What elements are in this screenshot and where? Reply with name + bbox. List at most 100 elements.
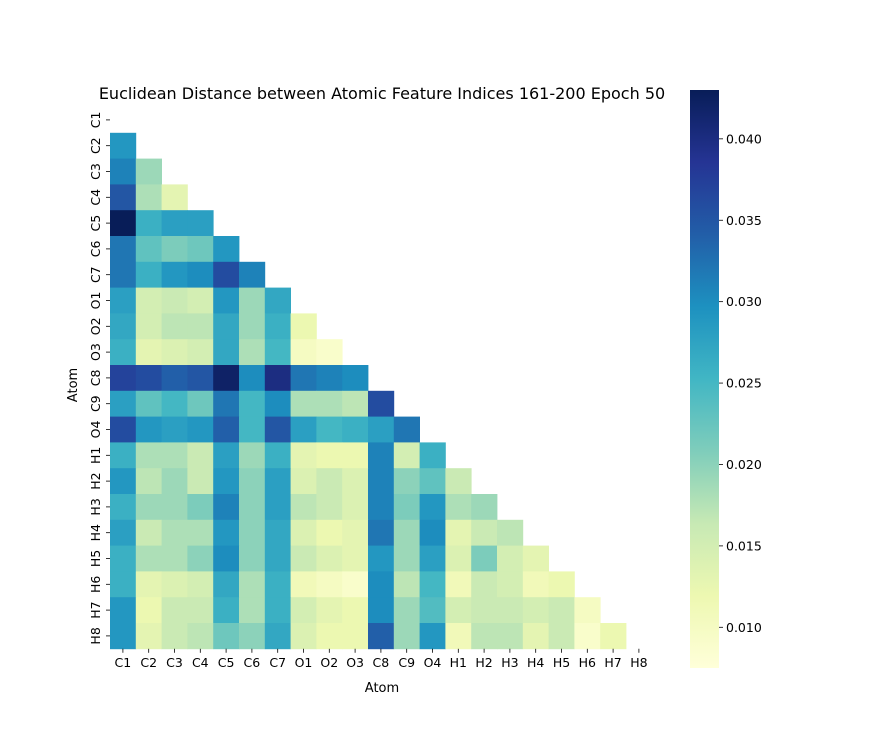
- heatmap-cell-O4-C9: [393, 416, 420, 443]
- heatmap-cell-C6-C1: [110, 236, 137, 263]
- heatmap-cell-H7-C6: [239, 597, 266, 624]
- heatmap-cell-H6-C2: [135, 571, 162, 598]
- heatmap-cell-H2-C1: [110, 468, 137, 495]
- heatmap-cell-H5-H3: [497, 545, 524, 572]
- colorbar-tick-label: 0.040: [726, 131, 762, 146]
- heatmap-cell-C9-C7: [264, 390, 291, 417]
- heatmap-cell-H3-O1: [290, 494, 317, 521]
- heatmap-cell-H7-H3: [497, 597, 524, 624]
- heatmap-cell-C8-O1: [290, 365, 317, 392]
- heatmap-cell-H6-C3: [161, 571, 188, 598]
- heatmap-cell-H4-H2: [471, 519, 498, 546]
- heatmap-cell-C8-C1: [110, 365, 137, 392]
- heatmap-cell-C7-C6: [239, 261, 266, 288]
- x-tick-label-O1: O1: [295, 655, 313, 670]
- heatmap-cell-H6-C5: [213, 571, 240, 598]
- heatmap-cell-H8-H1: [445, 623, 472, 650]
- y-tick-label-H7: H7: [88, 601, 103, 618]
- heatmap-cell-H5-C6: [239, 545, 266, 572]
- heatmap-cell-H4-O1: [290, 519, 317, 546]
- chart-title: Euclidean Distance between Atomic Featur…: [99, 84, 665, 103]
- x-tick-label-C6: C6: [244, 655, 261, 670]
- heatmap-cell-H8-O2: [316, 623, 343, 650]
- heatmap-cell-C6-C2: [135, 236, 162, 263]
- heatmap-cell-H5-O4: [419, 545, 446, 572]
- heatmap-cell-H2-C7: [264, 468, 291, 495]
- y-tick-label-C3: C3: [88, 163, 103, 180]
- heatmap-cell-C9-C2: [135, 390, 162, 417]
- heatmap-cell-H8-C6: [239, 623, 266, 650]
- heatmap-cell-H5-C1: [110, 545, 137, 572]
- heatmap-cell-H8-H4: [522, 623, 549, 650]
- heatmap-cell-H4-C5: [213, 519, 240, 546]
- heatmap-cell-H3-C7: [264, 494, 291, 521]
- heatmap-cell-H2-C2: [135, 468, 162, 495]
- x-tick-label-H3: H3: [501, 655, 518, 670]
- heatmap-cell-C5-C3: [161, 210, 188, 237]
- heatmap-cell-C8-C2: [135, 365, 162, 392]
- heatmap-cell-O4-C2: [135, 416, 162, 443]
- y-tick-label-C5: C5: [88, 215, 103, 232]
- x-tick-label-C8: C8: [373, 655, 390, 670]
- x-tick-label-H1: H1: [450, 655, 467, 670]
- heatmap-cell-H4-C4: [187, 519, 214, 546]
- y-tick-labels: C1 C2 C3 C4 C5 C6 C7 O1 O2 O3 C8 C9 O4 H1 H2 H3 H4 H5 H6 H7…: [88, 112, 110, 645]
- heatmap-cell-O2-C7: [264, 313, 291, 340]
- heatmap-cell-H8-C8: [368, 623, 395, 650]
- heatmap-cell-O1-C7: [264, 287, 291, 314]
- heatmap-cell-H8-C4: [187, 623, 214, 650]
- heatmap-cell-H7-C8: [368, 597, 395, 624]
- heatmap-cell-H5-C8: [368, 545, 395, 572]
- heatmap-cell-H5-O3: [342, 545, 369, 572]
- heatmap-cell-H7-C7: [264, 597, 291, 624]
- heatmap-cell-H4-C2: [135, 519, 162, 546]
- heatmap-cell-H6-H5: [548, 571, 575, 598]
- heatmap-cell-C3-C1: [110, 158, 137, 185]
- heatmap-cell-H6-C8: [368, 571, 395, 598]
- x-tick-label-C1: C1: [115, 655, 132, 670]
- heatmap-cell-O3-O1: [290, 339, 317, 366]
- heatmap-cell-H2-O2: [316, 468, 343, 495]
- heatmap-cell-H4-C7: [264, 519, 291, 546]
- heatmap-cell-H1-O2: [316, 442, 343, 469]
- heatmap-cell-C8-C5: [213, 365, 240, 392]
- heatmap-cell-H1-C8: [368, 442, 395, 469]
- heatmap-cell-H8-C1: [110, 623, 137, 650]
- heatmap-cell-H8-O3: [342, 623, 369, 650]
- heatmap-cell-H8-H7: [600, 623, 627, 650]
- y-tick-label-C2: C2: [88, 137, 103, 154]
- heatmap-cell-C7-C5: [213, 261, 240, 288]
- heatmap-cell-H2-C8: [368, 468, 395, 495]
- heatmap-cell-O2-O1: [290, 313, 317, 340]
- y-tick-label-H8: H8: [88, 627, 103, 644]
- heatmap-cell-O1-C3: [161, 287, 188, 314]
- heatmap-cell-H3-C9: [393, 494, 420, 521]
- heatmap-cell-H1-C2: [135, 442, 162, 469]
- heatmap-cell-H1-O3: [342, 442, 369, 469]
- heatmap-cell-H8-O1: [290, 623, 317, 650]
- heatmap-cell-O2-C6: [239, 313, 266, 340]
- heatmap-cell-O4-C5: [213, 416, 240, 443]
- heatmap-cell-C7-C3: [161, 261, 188, 288]
- heatmap-cell-H8-C3: [161, 623, 188, 650]
- heatmap-cell-H3-C8: [368, 494, 395, 521]
- colorbar-tick-label: 0.035: [726, 213, 762, 228]
- heatmap-cell-H8-C9: [393, 623, 420, 650]
- heatmap-cell-H1-C3: [161, 442, 188, 469]
- heatmap-cell-H7-C3: [161, 597, 188, 624]
- heatmap-cell-H3-C1: [110, 494, 137, 521]
- heatmap-cell-H4-C8: [368, 519, 395, 546]
- heatmap-cell-C9-O2: [316, 390, 343, 417]
- heatmap-cell-H5-C5: [213, 545, 240, 572]
- heatmap-cell-C9-C5: [213, 390, 240, 417]
- heatmap-cell-C9-O3: [342, 390, 369, 417]
- heatmap-cell-O4-O1: [290, 416, 317, 443]
- heatmap-cell-C7-C4: [187, 261, 214, 288]
- x-tick-label-C7: C7: [269, 655, 286, 670]
- heatmap-cell-H8-C7: [264, 623, 291, 650]
- y-axis-label: Atom: [66, 368, 81, 402]
- heatmap-cell-H7-O4: [419, 597, 446, 624]
- heatmap-cell-C9-C8: [368, 390, 395, 417]
- heatmap-cell-O1-C2: [135, 287, 162, 314]
- heatmap-cell-H8-H6: [574, 623, 601, 650]
